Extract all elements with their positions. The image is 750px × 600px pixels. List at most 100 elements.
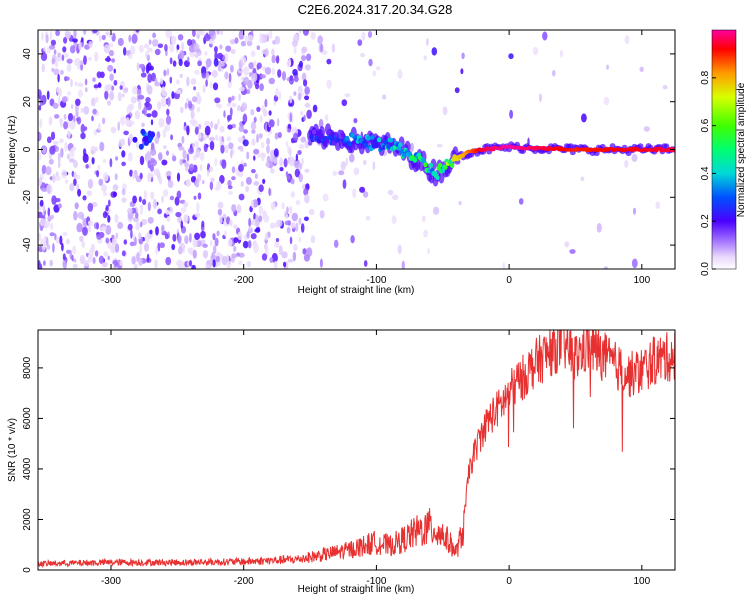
noise-blob: [214, 237, 219, 247]
noise-blob: [104, 90, 109, 100]
noise-blob: [283, 261, 287, 268]
noise-blob: [253, 243, 259, 254]
noise-blob: [82, 153, 89, 163]
noise-blob: [72, 245, 77, 255]
noise-blob: [166, 68, 170, 76]
noise-blob: [363, 260, 368, 267]
noise-blob: [109, 73, 114, 81]
noise-blob: [179, 73, 183, 79]
noise-blob: [175, 89, 182, 95]
colorbar-tick-label: 0.2: [700, 214, 711, 228]
noise-blob: [212, 82, 219, 91]
noise-blob: [166, 170, 172, 177]
noise-blob: [187, 39, 192, 46]
noise-blob: [131, 255, 136, 265]
noise-blob: [84, 44, 90, 50]
noise-blob: [559, 49, 564, 58]
noise-blob: [123, 239, 128, 245]
noise-blob: [242, 139, 249, 147]
noise-blob: [79, 235, 84, 242]
noise-blob: [180, 207, 187, 213]
noise-blob: [219, 44, 223, 50]
noise-blob: [281, 251, 288, 259]
noise-blob: [121, 188, 126, 196]
noise-blob: [127, 152, 133, 162]
noise-blob: [258, 133, 263, 139]
noise-blob: [238, 260, 243, 265]
noise-blob: [164, 44, 168, 52]
noise-blob: [139, 155, 145, 166]
noise-blob: [87, 179, 94, 189]
noise-blob: [150, 159, 157, 167]
noise-blob: [40, 52, 48, 62]
noise-blob: [138, 196, 142, 203]
noise-blob: [367, 31, 373, 38]
noise-blob: [270, 201, 276, 211]
noise-blob: [223, 144, 229, 154]
feature-blob: [138, 143, 144, 150]
noise-blob: [357, 39, 363, 46]
noise-blob: [113, 259, 118, 268]
noise-blob: [146, 113, 152, 118]
noise-blob: [306, 53, 312, 62]
noise-blob: [230, 149, 233, 159]
spectrogram-heatmap: [38, 30, 675, 269]
noise-blob: [42, 204, 46, 212]
noise-blob: [304, 95, 310, 101]
noise-blob: [58, 118, 63, 124]
noise-blob: [188, 147, 194, 155]
noise-blob: [128, 53, 133, 60]
noise-blob: [132, 171, 135, 180]
noise-blob: [213, 46, 218, 53]
noise-blob: [96, 234, 102, 240]
noise-blob: [49, 259, 53, 267]
noise-blob: [164, 124, 171, 132]
noise-blob: [303, 216, 309, 222]
noise-blob: [290, 178, 295, 185]
noise-blob: [310, 235, 316, 244]
noise-blob: [238, 252, 245, 258]
noise-blob: [268, 110, 272, 116]
noise-blob: [91, 157, 95, 165]
noise-blob: [92, 108, 97, 115]
noise-blob: [237, 68, 244, 74]
noise-blob: [215, 186, 219, 191]
noise-blob: [252, 67, 257, 74]
noise-blob: [333, 239, 339, 248]
noise-blob: [83, 126, 88, 131]
snr-x-tick-label: -300: [101, 576, 121, 587]
snr-x-ticks: -300 -200 -100 0 100: [101, 330, 651, 587]
noise-blob: [176, 44, 180, 50]
noise-blob: [278, 91, 282, 101]
noise-blob: [223, 110, 226, 118]
noise-blob: [102, 117, 106, 125]
noise-blob: [237, 231, 243, 241]
noise-blob: [103, 251, 109, 257]
ridge-point: [383, 139, 388, 145]
noise-blob: [431, 47, 438, 56]
noise-blob: [93, 84, 99, 89]
noise-blob: [275, 87, 279, 97]
noise-blob: [250, 121, 257, 131]
noise-blob: [121, 161, 126, 167]
noise-blob: [38, 211, 43, 219]
noise-blob: [243, 76, 250, 86]
noise-blob: [289, 95, 293, 104]
noise-blob: [150, 148, 157, 156]
noise-blob: [220, 30, 224, 36]
noise-blob: [205, 79, 208, 87]
noise-blob: [217, 208, 223, 216]
noise-blob: [331, 43, 335, 53]
noise-blob: [251, 138, 256, 146]
noise-blob: [256, 133, 259, 143]
noise-blob: [299, 60, 303, 68]
spectrogram-y-ticks: -40 -20 0 20 40: [22, 48, 675, 252]
noise-blob: [342, 179, 347, 190]
snr-y-axis-label: SNR (10 * v/v): [7, 418, 18, 482]
noise-blob: [154, 48, 161, 56]
noise-blob: [72, 38, 78, 43]
noise-blob: [108, 43, 114, 48]
noise-blob: [157, 101, 162, 110]
noise-blob: [194, 212, 201, 218]
